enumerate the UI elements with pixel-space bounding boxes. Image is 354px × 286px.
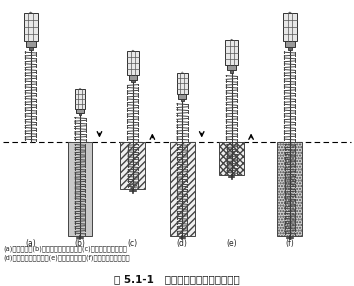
Bar <box>131 80 135 82</box>
Bar <box>68 142 92 236</box>
Polygon shape <box>230 39 233 40</box>
Polygon shape <box>288 11 292 13</box>
Bar <box>219 142 244 175</box>
Bar <box>76 109 84 113</box>
Bar <box>29 47 33 50</box>
Text: (d): (d) <box>177 239 188 249</box>
Bar <box>288 47 292 50</box>
Bar <box>24 13 38 41</box>
Bar <box>278 142 302 236</box>
Bar <box>283 13 297 41</box>
Bar <box>79 113 81 115</box>
Bar <box>26 41 36 47</box>
Text: (a): (a) <box>25 239 36 249</box>
Polygon shape <box>131 50 135 51</box>
Bar <box>181 99 184 101</box>
Bar <box>127 51 139 75</box>
Text: (b): (b) <box>75 239 85 249</box>
Polygon shape <box>181 72 184 73</box>
Bar <box>227 65 236 70</box>
Text: (a)定位下沉；(b)沉入到设计要求深度；(c)第一次提升喷浆搞拌: (a)定位下沉；(b)沉入到设计要求深度；(c)第一次提升喷浆搞拌 <box>4 246 127 252</box>
Bar <box>177 73 188 94</box>
Text: (d)原位重复搞拌下沉；(e)提升喷浆搞拌；(f)搞拌完毕形成加固体: (d)原位重复搞拌下沉；(e)提升喷浆搞拌；(f)搞拌完毕形成加固体 <box>4 255 130 261</box>
Polygon shape <box>79 88 81 89</box>
Bar <box>285 41 295 47</box>
Text: (f): (f) <box>285 239 294 249</box>
Text: (e): (e) <box>226 239 237 249</box>
Bar <box>170 142 195 236</box>
Polygon shape <box>29 11 33 13</box>
Text: (c): (c) <box>128 239 138 249</box>
Text: 图 5.1-1   水泥搞拌桩施工程序示意图: 图 5.1-1 水泥搞拌桩施工程序示意图 <box>114 274 240 284</box>
Bar <box>75 89 85 109</box>
Bar <box>178 94 186 99</box>
Bar <box>225 40 238 65</box>
Bar <box>230 70 233 73</box>
Bar <box>120 142 145 189</box>
Bar <box>129 75 137 80</box>
